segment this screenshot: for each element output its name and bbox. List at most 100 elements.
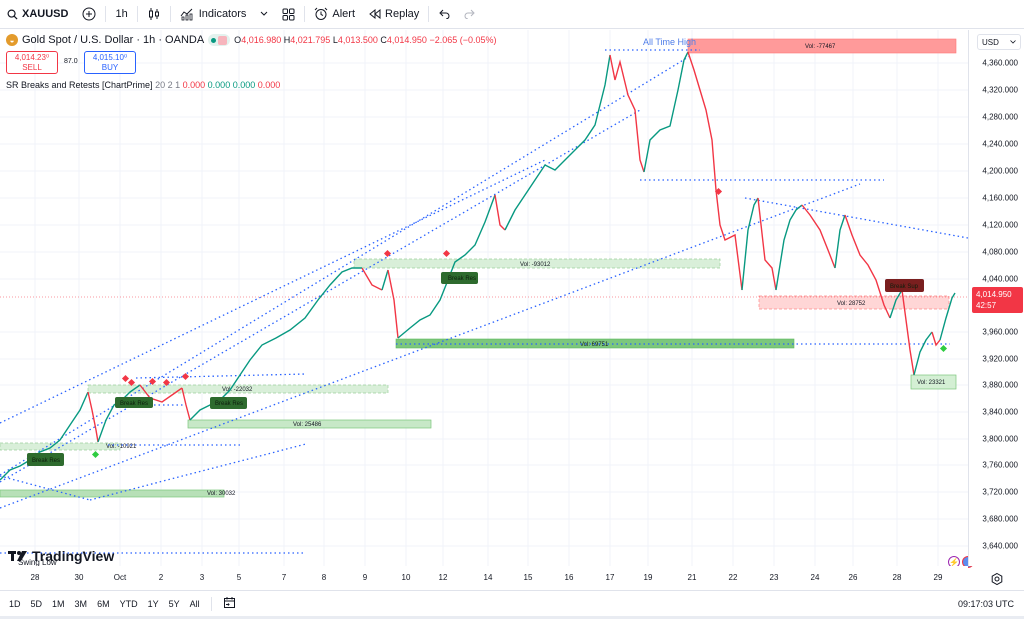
alarm-clock-icon [315,7,328,20]
time-tick: 15 [523,573,533,582]
range-5d-button[interactable]: 5D [30,598,43,609]
ohlc-values: O4,016.980 H4,021.795 L4,013.500 C4,014.… [234,35,496,45]
low-label: L [332,35,338,45]
divider [304,6,306,22]
range-6m-button[interactable]: 6M [97,598,110,609]
symbol-search-button[interactable]: XAUUSD [0,0,75,29]
price-tick: 4,280.000 [982,112,1018,122]
chart-pane[interactable]: Vol: -77467 Vol: -93012 Vol: 69751 Vol: … [0,30,968,566]
gear-icon [991,572,1003,586]
svg-text:Vol: 28752: Vol: 28752 [837,301,866,307]
sell-button[interactable]: 4,014.23⁰ SELL [6,51,58,74]
gold-icon: ◒ [6,34,18,46]
all-time-high-label: All Time High [643,37,697,47]
time-axis[interactable]: 28 30 Oct 2 3 5 7 8 9 10 12 14 15 16 17 … [0,566,968,588]
chart-settings-button[interactable] [990,572,1004,586]
price-tick: 4,080.000 [982,247,1018,257]
time-tick: 17 [605,573,615,582]
data-provider-icon [218,35,228,45]
trendlines [0,49,968,554]
time-tick: 3 [199,573,205,582]
time-tick: 29 [933,573,943,582]
redo-button[interactable] [457,0,483,29]
calendar-goto-icon [223,597,235,608]
sell-label: SELL [22,63,42,72]
price-tick: 3,720.000 [982,487,1018,497]
range-ytd-button[interactable]: YTD [119,598,138,609]
svg-text:Vol: 30032: Vol: 30032 [207,491,236,497]
current-price: 4,014.950 [976,290,1012,299]
low-value: 4,013.500 [337,35,378,45]
svg-text:Break Sup: Break Sup [890,284,919,290]
divider [105,6,107,22]
break-tags: Break Res Break Res Break Res Break Res … [27,272,924,466]
price-tick: 4,200.000 [982,166,1018,176]
svg-text:Vol: 23321: Vol: 23321 [917,380,946,386]
time-tick: 24 [810,573,820,582]
time-tick: 8 [321,573,327,582]
price-tick: 4,160.000 [982,193,1018,203]
current-price-badge: 4,014.950 42:57 [972,287,1023,313]
price-tick: 3,680.000 [982,514,1018,524]
price-tick: 3,920.000 [982,354,1018,364]
undo-icon [439,9,450,19]
price-tick: 3,760.000 [982,460,1018,470]
range-1d-button[interactable]: 1D [9,598,21,609]
svg-text:Vol: -93012: Vol: -93012 [520,262,551,268]
clock-timezone[interactable]: 09:17:03 UTC [957,599,1014,609]
undo-button[interactable] [431,0,457,29]
chart-type-button[interactable] [140,0,168,29]
interval-button[interactable]: 1h [108,0,134,29]
range-all-button[interactable]: All [189,598,200,609]
candles [0,51,956,481]
currency-selector[interactable]: USD [977,34,1021,50]
replay-button[interactable]: Replay [362,0,426,29]
spread-value: 87.0 [64,58,78,65]
alert-button[interactable]: Alert [307,0,362,29]
range-5y-button[interactable]: 5Y [168,598,180,609]
top-toolbar: XAUUSD 1h Indicators Alert Replay [0,0,1024,29]
price-axis[interactable]: USD 4,360.000 4,320.000 4,280.000 4,240.… [968,30,1024,566]
watermark-text: TradingView [32,548,115,564]
price-chart[interactable]: Vol: -77467 Vol: -93012 Vol: 69751 Vol: … [0,30,968,566]
search-icon [7,9,18,20]
open-label: O [234,35,242,45]
market-status-badge[interactable] [208,34,231,46]
svg-text:Break Res: Break Res [448,276,476,282]
redo-icon [464,9,475,19]
indicator-value: 0.000 [207,80,231,90]
rewind-icon [369,9,381,19]
high-value: 4,021.795 [290,35,331,45]
indicator-legend[interactable]: SR Breaks and Retests [ChartPrime] 20 2 … [6,80,280,90]
time-tick: 12 [438,573,448,582]
price-tick: 3,640.000 [982,541,1018,551]
range-1m-button[interactable]: 1M [52,598,65,609]
bottom-toolbar: 1D 5D 1M 3M 6M YTD 1Y 5Y All 09:17:03 UT… [0,590,1024,616]
price-tick: 4,320.000 [982,85,1018,95]
indicators-icon [180,8,193,21]
change-value: −2.065 (−0.05%) [429,35,497,45]
currency-label: USD [982,37,999,47]
buy-button[interactable]: 4,015.10⁰ BUY [84,51,136,74]
buy-label: BUY [101,63,119,72]
indicators-dropdown[interactable] [253,0,275,29]
chevron-down-icon [261,11,268,16]
range-1y-button[interactable]: 1Y [147,598,159,609]
layout-button[interactable] [275,0,302,29]
time-tick: 22 [728,573,738,582]
close-value: 4,014.950 [386,35,427,45]
compare-symbol-button[interactable] [75,0,103,29]
divider [169,6,171,22]
go-to-date-button[interactable] [218,596,241,611]
signal-markers [91,187,948,459]
chart-legend: ◒ Gold Spot / U.S. Dollar · 1h · OANDA O… [6,34,497,46]
tradingview-logo-icon [8,551,27,561]
symbol-title: Gold Spot / U.S. Dollar · 1h · OANDA [22,34,205,46]
indicator-params: 20 2 1 [155,80,181,90]
candlestick-icon [148,8,159,20]
time-tick: 19 [643,573,653,582]
range-3m-button[interactable]: 3M [74,598,88,609]
indicators-button[interactable]: Indicators [173,0,254,29]
chevron-down-icon [1010,40,1016,44]
time-tick: 2 [158,573,164,582]
